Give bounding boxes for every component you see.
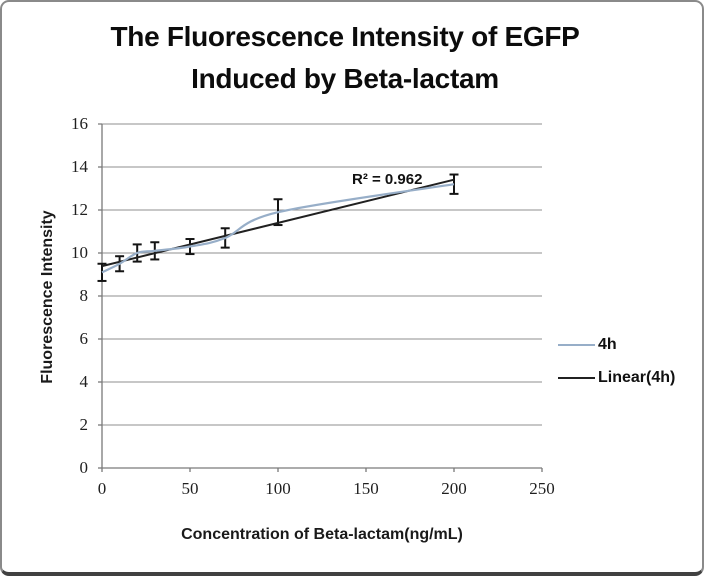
chart-title-line1: The Fluorescence Intensity of EGFP [110, 21, 580, 52]
chart-title-line2: Induced by Beta-lactam [191, 63, 499, 94]
r-squared-annotation: R² = 0.962 [352, 171, 423, 188]
legend-item-4h: 4h [558, 336, 617, 354]
x-tick-label: 100 [265, 479, 291, 498]
series-line-4h [101, 183, 455, 274]
chart-title: The Fluorescence Intensity of EGFP Induc… [2, 16, 702, 100]
x-tick-label: 200 [441, 479, 467, 498]
y-tick-label: 4 [79, 372, 89, 391]
y-tick-label: 2 [79, 415, 89, 434]
x-tick-label: 150 [353, 479, 379, 498]
y-tick-label: 12 [71, 200, 88, 219]
legend-label-4h: 4h [598, 336, 617, 353]
y-tick-label: 16 [71, 114, 88, 133]
legend-line-linear-4h [558, 377, 595, 379]
legend-item-linear-4h: Linear(4h) [558, 369, 675, 387]
x-tick-label: 250 [529, 479, 555, 498]
y-tick-label: 10 [71, 243, 88, 262]
y-tick-label: 8 [79, 286, 89, 305]
legend-label-linear-4h: Linear(4h) [598, 369, 676, 386]
y-tick-label: 0 [79, 458, 89, 477]
x-tick-label: 0 [97, 479, 107, 498]
trendline-linear-4h [101, 178, 455, 268]
x-axis-title: Concentration of Beta-lactam(ng/mL) [181, 526, 463, 543]
legend-line-4h [558, 344, 595, 346]
x-tick-label: 50 [181, 479, 199, 498]
y-tick-label: 14 [71, 157, 88, 176]
y-tick-label: 6 [79, 329, 89, 348]
